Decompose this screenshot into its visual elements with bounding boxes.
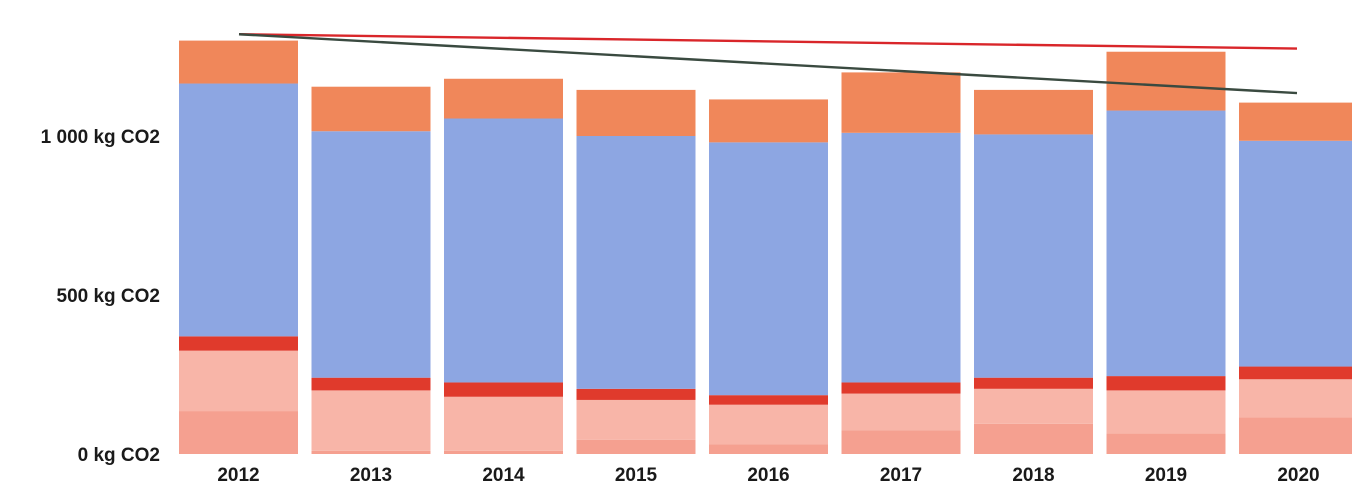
bar-segment-2014-3 — [444, 118, 563, 383]
bar-segment-2018-0 — [974, 423, 1093, 454]
bar-segment-2015-3 — [576, 136, 696, 389]
bar-segment-2016-1 — [709, 404, 828, 445]
bar-segment-2017-2 — [841, 382, 961, 394]
trend-line-1 — [238, 33, 1298, 95]
bar-segment-2013-4 — [311, 86, 431, 132]
y-tick-label: 500 kg CO2 — [57, 286, 161, 307]
bar-segment-2016-2 — [709, 395, 828, 405]
bar-segment-2012-2 — [179, 336, 298, 351]
x-tick-label: 2020 — [1277, 465, 1319, 484]
bar-segment-2013-1 — [311, 390, 431, 451]
bar-segment-2019-4 — [1106, 51, 1226, 111]
bar-segment-2020-3 — [1239, 140, 1352, 367]
bar-segment-2018-4 — [974, 89, 1093, 135]
bar-segment-2019-1 — [1106, 390, 1226, 434]
bar-segment-2012-4 — [179, 40, 298, 84]
bars-group — [179, 40, 1352, 454]
bar-segment-2020-2 — [1239, 366, 1352, 380]
x-tick-label: 2017 — [880, 465, 922, 484]
bar-segment-2016-4 — [709, 99, 828, 143]
bar-segment-2018-1 — [974, 388, 1093, 424]
bar-segment-2013-2 — [311, 377, 431, 391]
bar-segment-2012-0 — [179, 411, 298, 454]
trend-line-0 — [238, 33, 1298, 50]
bar-segment-2015-0 — [576, 439, 696, 454]
bar-segment-2020-1 — [1239, 379, 1352, 418]
bar-segment-2019-0 — [1106, 433, 1226, 454]
bar-segment-2012-3 — [179, 83, 298, 337]
y-tick-label: 0 kg CO2 — [78, 445, 160, 466]
bar-segment-2019-3 — [1106, 110, 1226, 377]
bar-segment-2020-4 — [1239, 102, 1352, 141]
bar-segment-2015-2 — [576, 388, 696, 400]
bar-segment-2014-0 — [444, 450, 563, 454]
y-axis: 0 kg CO2 500 kg CO2 1 000 kg CO2 — [41, 127, 160, 466]
bar-segment-2014-1 — [444, 396, 563, 451]
bar-segment-2016-3 — [709, 142, 828, 396]
x-tick-label: 2013 — [350, 465, 392, 484]
bar-segment-2015-4 — [576, 89, 696, 136]
x-tick-label: 2016 — [747, 465, 789, 484]
bar-segment-2015-1 — [576, 399, 696, 440]
bar-segment-2019-2 — [1106, 376, 1226, 391]
bar-segment-2013-3 — [311, 131, 431, 378]
x-axis: 2012 2013 2014 2015 2016 2017 2018 2019 2020 — [217, 465, 1319, 484]
bar-segment-2020-0 — [1239, 417, 1352, 454]
bar-segment-2018-3 — [974, 134, 1093, 378]
bar-segment-2017-4 — [841, 72, 961, 133]
bar-segment-2014-2 — [444, 382, 563, 397]
y-tick-label: 1 000 kg CO2 — [41, 127, 160, 148]
x-tick-label: 2018 — [1012, 465, 1054, 484]
bar-segment-2012-1 — [179, 350, 298, 412]
bar-segment-2018-2 — [974, 377, 1093, 389]
bar-segment-2017-3 — [841, 132, 961, 383]
x-tick-label: 2012 — [217, 465, 259, 484]
x-tick-label: 2014 — [482, 465, 525, 484]
bar-segment-2014-4 — [444, 78, 563, 119]
bar-segment-2017-1 — [841, 393, 961, 431]
bar-segment-2013-0 — [311, 450, 431, 454]
bar-segment-2016-0 — [709, 444, 828, 454]
bar-segment-2017-0 — [841, 430, 961, 454]
x-tick-label: 2019 — [1145, 465, 1187, 484]
x-tick-label: 2015 — [615, 465, 658, 484]
trend-lines-group — [238, 33, 1298, 95]
